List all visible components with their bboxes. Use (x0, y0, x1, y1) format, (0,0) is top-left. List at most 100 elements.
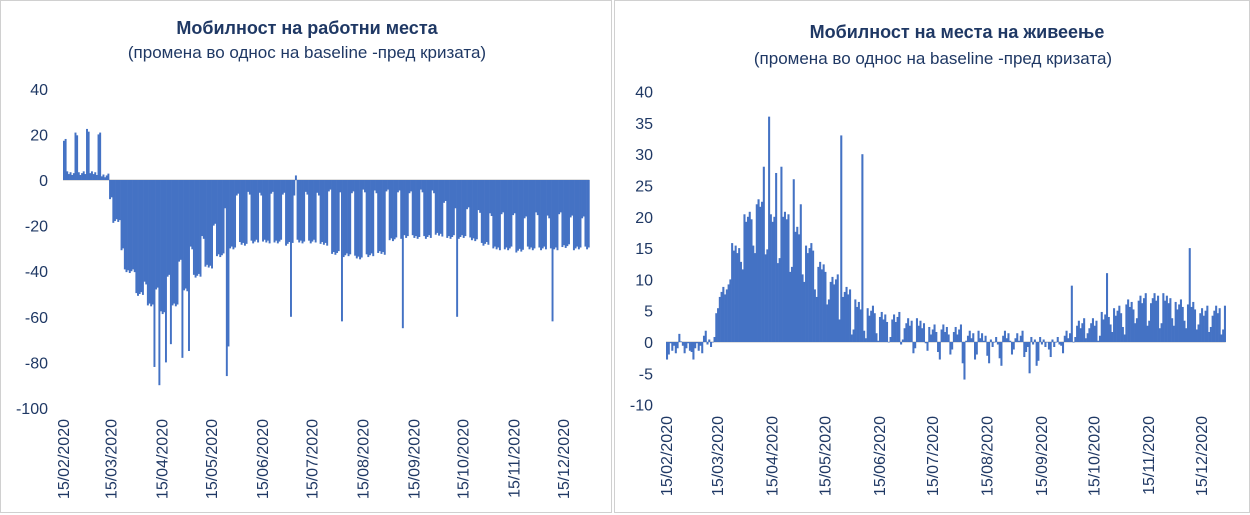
bar-2020-12-17 (1204, 310, 1207, 342)
bar-2020-09-06 (398, 180, 401, 191)
bar-2020-05-13 (820, 269, 823, 342)
bar-2020-05-12 (206, 180, 209, 265)
bar-2020-07-06 (915, 318, 918, 342)
bar-2020-03-21 (727, 284, 730, 342)
bar-2020-06-22 (891, 319, 894, 342)
bar-2020-11-13 (1144, 293, 1147, 342)
bar-2020-10-13 (459, 180, 462, 237)
bar-2020-12-06 (548, 180, 551, 219)
bar-2020-11-27 (1169, 298, 1172, 342)
bar-2020-08-17 (989, 339, 992, 342)
bar-2020-07-09 (921, 328, 924, 342)
bar-2020-08-15 (362, 180, 365, 190)
bar-2020-10-16 (1095, 320, 1098, 342)
bar-2020-08-06 (970, 338, 973, 342)
bar-2020-03-23 (731, 243, 734, 342)
bar-2020-08-26 (380, 180, 383, 254)
bar-2020-04-02 (748, 211, 751, 342)
bar-2020-03-11 (104, 177, 107, 180)
bar-2020-03-24 (125, 180, 128, 273)
bar-2020-12-10 (1192, 301, 1195, 342)
bar-2020-04-06 (755, 204, 758, 342)
bar-2020-08-04 (344, 180, 347, 256)
bar-2020-09-25 (429, 180, 432, 238)
bar-2020-10-26 (480, 180, 483, 243)
bar-2020-10-17 (1097, 340, 1100, 342)
bar-2020-03-22 (122, 180, 125, 249)
bar-2020-09-03 (393, 180, 396, 240)
bar-2020-12-15 (563, 180, 566, 246)
bar-2020-11-09 (503, 180, 506, 250)
bar-2020-04-30 (186, 180, 189, 292)
bar-2020-04-25 (789, 271, 792, 342)
residential-chart-panel: Мобилност на места на живеење (промена в… (614, 0, 1250, 513)
bar-2020-07-27 (331, 180, 334, 254)
bar-2020-05-07 (197, 180, 200, 274)
bar-2020-02-24 (77, 172, 80, 180)
bar-2020-06-23 (893, 314, 896, 342)
bar-2020-03-26 (128, 180, 131, 274)
bar-2020-08-11 (355, 180, 358, 259)
bar-2020-03-01 (87, 131, 90, 180)
bar-2020-05-20 (833, 284, 836, 342)
bar-2020-08-03 (965, 340, 968, 342)
bar-2020-03-24 (732, 250, 735, 342)
bar-2020-07-26 (329, 180, 332, 190)
chart-subtitle: (промена во однос на baseline -пред криз… (754, 49, 1112, 68)
bar-2020-04-10 (153, 180, 156, 367)
bar-2020-02-26 (81, 173, 84, 180)
bar-2020-12-29 (586, 180, 589, 250)
bar-2020-12-16 (1202, 315, 1205, 342)
bar-2020-08-21 (996, 342, 999, 345)
bar-2020-07-31 (337, 180, 340, 252)
bar-2020-07-22 (322, 180, 325, 245)
bar-2020-07-22 (944, 331, 947, 342)
chart-title: Мобилност на места на живеење (810, 22, 1105, 42)
bar-2020-07-24 (326, 180, 329, 246)
bar-2020-10-04 (1074, 336, 1077, 342)
bar-2020-02-25 (79, 174, 82, 180)
bar-2020-04-05 (145, 180, 148, 285)
bar-2020-10-25 (479, 180, 482, 213)
bar-2020-07-19 (938, 342, 941, 360)
bar-2020-10-26 (1113, 308, 1116, 342)
bar-2020-11-04 (495, 180, 498, 250)
bar-2020-04-01 (138, 180, 141, 294)
bar-2020-08-31 (1014, 338, 1017, 342)
bar-2020-02-21 (72, 173, 75, 180)
bar-2020-06-10 (870, 310, 873, 342)
x-tick-label: 15/05/2020 (204, 419, 221, 499)
bar-2020-08-24 (377, 180, 380, 253)
bar-2020-12-20 (1209, 326, 1212, 342)
bar-2020-10-23 (1107, 316, 1110, 342)
bar-2020-10-15 (1093, 325, 1096, 342)
bar-2020-11-01 (1123, 334, 1126, 342)
bar-2020-08-22 (373, 180, 376, 191)
bar-2020-11-10 (1139, 295, 1142, 342)
bar-2020-05-17 (827, 299, 830, 342)
bar-2020-12-19 (1208, 331, 1211, 342)
bar-2020-08-08 (350, 180, 353, 194)
bar-2020-11-16 (515, 180, 518, 253)
bar-2020-06-27 (900, 342, 903, 345)
bar-2020-03-23 (123, 180, 126, 270)
bar-2020-10-25 (1111, 331, 1114, 342)
bar-2020-02-15 (63, 140, 65, 180)
bar-2020-04-15 (161, 180, 164, 315)
bar-2020-02-27 (82, 171, 85, 180)
bar-2020-09-28 (1063, 335, 1066, 342)
bar-2020-07-25 (949, 342, 952, 355)
bar-2020-05-06 (808, 248, 811, 342)
bar-2020-12-10 (554, 180, 557, 248)
bar-2020-07-16 (313, 180, 315, 240)
bar-2020-03-15 (717, 308, 720, 342)
bar-2020-04-11 (155, 180, 158, 290)
bar-2020-07-09 (301, 180, 304, 244)
bar-2020-04-12 (766, 249, 769, 342)
y-tick-label: 0 (644, 335, 653, 352)
bar-2020-02-21 (676, 342, 679, 349)
bar-2020-05-29 (849, 289, 852, 342)
bar-2020-11-09 (1137, 300, 1140, 342)
bar-2020-07-13 (928, 326, 931, 342)
bar-2020-07-07 (917, 325, 920, 342)
